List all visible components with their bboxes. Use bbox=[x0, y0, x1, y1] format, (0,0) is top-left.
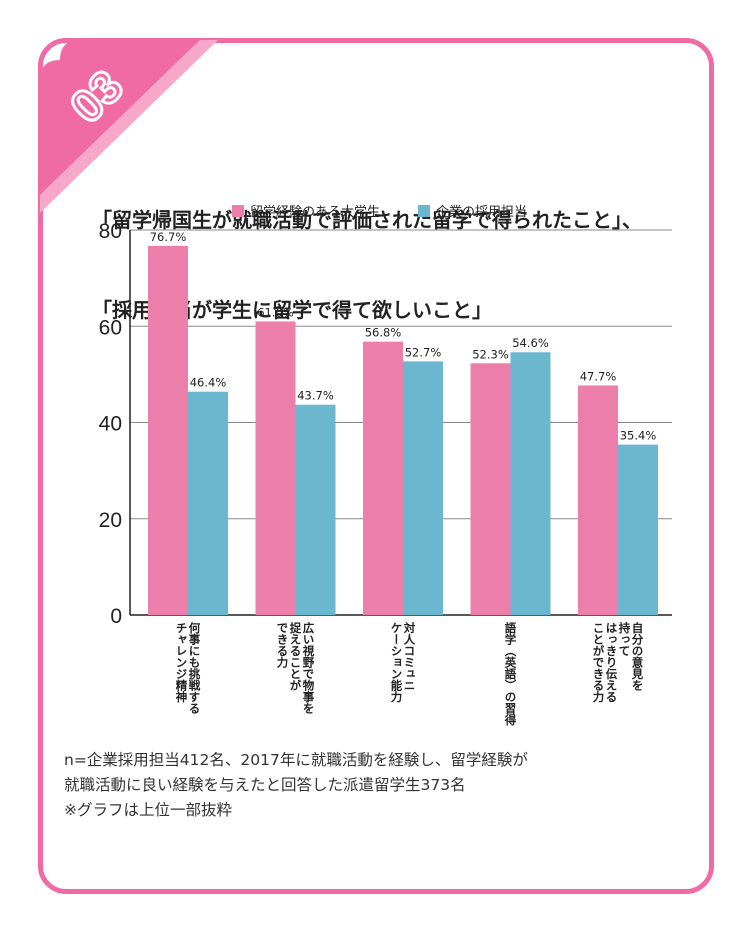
legend-swatch bbox=[418, 205, 430, 217]
footnote-line-3: ※グラフは上位一部抜粋 bbox=[64, 801, 232, 819]
data-label: 76.7% bbox=[150, 230, 187, 244]
y-tick-label: 60 bbox=[99, 316, 122, 339]
x-tick-label-line: 何事にも挑戦する bbox=[188, 621, 202, 715]
legend-label: 企業の採用担当 bbox=[436, 204, 527, 220]
bar-recruiter bbox=[510, 352, 551, 615]
data-label: 56.8% bbox=[365, 326, 402, 340]
y-tick-label: 80 bbox=[99, 220, 122, 243]
bar-recruiter bbox=[295, 404, 336, 615]
x-tick-label-line: はっきり伝える bbox=[605, 622, 619, 703]
title-line-1: 「留学帰国生が就職活動で評価された留学で得られたこと」、 bbox=[92, 208, 642, 232]
data-label: 61.0% bbox=[257, 305, 294, 319]
x-tick-label-line: チャレンジ精神 bbox=[175, 622, 189, 703]
data-label: 35.4% bbox=[620, 429, 657, 443]
x-tick-label: 語学（英語）の習得 bbox=[504, 621, 518, 726]
data-label: 52.7% bbox=[405, 345, 442, 359]
x-tick-label-line: 自分の意見を bbox=[631, 621, 645, 692]
bar-recruiter bbox=[618, 444, 658, 615]
y-tick-label: 0 bbox=[110, 605, 122, 628]
bar-student bbox=[255, 321, 296, 615]
bar-recruiter bbox=[403, 361, 443, 615]
badge-ribbon: 03 bbox=[40, 40, 218, 213]
bar-student bbox=[363, 341, 403, 615]
footnote-line-2: 就職活動に良い経験を与えたと回答した派遣留学生373名 bbox=[64, 776, 466, 794]
x-tick-label-line: 語学（英語）の習得 bbox=[504, 621, 518, 726]
legend-swatch bbox=[232, 205, 244, 217]
x-tick-label-line: 対人コミュニ bbox=[403, 621, 417, 691]
legend-label: 留学経験のある大学生 bbox=[250, 204, 380, 220]
x-tick-label-line: できる力 bbox=[276, 622, 290, 669]
data-label: 54.6% bbox=[512, 336, 549, 350]
data-label: 46.4% bbox=[190, 376, 227, 390]
x-tick-label-line: 広い視野で物事を bbox=[302, 621, 316, 715]
data-label: 43.7% bbox=[297, 389, 334, 403]
y-tick-label: 40 bbox=[99, 413, 122, 436]
bar-student bbox=[148, 245, 188, 615]
x-tick-label-line: ことができる力 bbox=[592, 622, 606, 703]
x-tick-label-line: 捉えることが bbox=[289, 621, 303, 691]
data-label: 47.7% bbox=[580, 369, 617, 383]
badge-shadow bbox=[40, 40, 218, 213]
bar-student bbox=[470, 363, 511, 615]
y-tick-label: 20 bbox=[99, 509, 122, 532]
footnote: n=企業採用担当412名、2017年に就職活動を経験し、留学経験が 就職活動に良… bbox=[64, 748, 528, 823]
data-label: 52.3% bbox=[472, 347, 509, 361]
x-tick-label-line: 持って bbox=[618, 621, 632, 656]
x-tick-label-line: ケーション能力 bbox=[390, 622, 404, 703]
bar-student bbox=[578, 385, 618, 615]
footnote-line-1: n=企業採用担当412名、2017年に就職活動を経験し、留学経験が bbox=[64, 751, 528, 769]
bar-recruiter bbox=[188, 391, 228, 615]
